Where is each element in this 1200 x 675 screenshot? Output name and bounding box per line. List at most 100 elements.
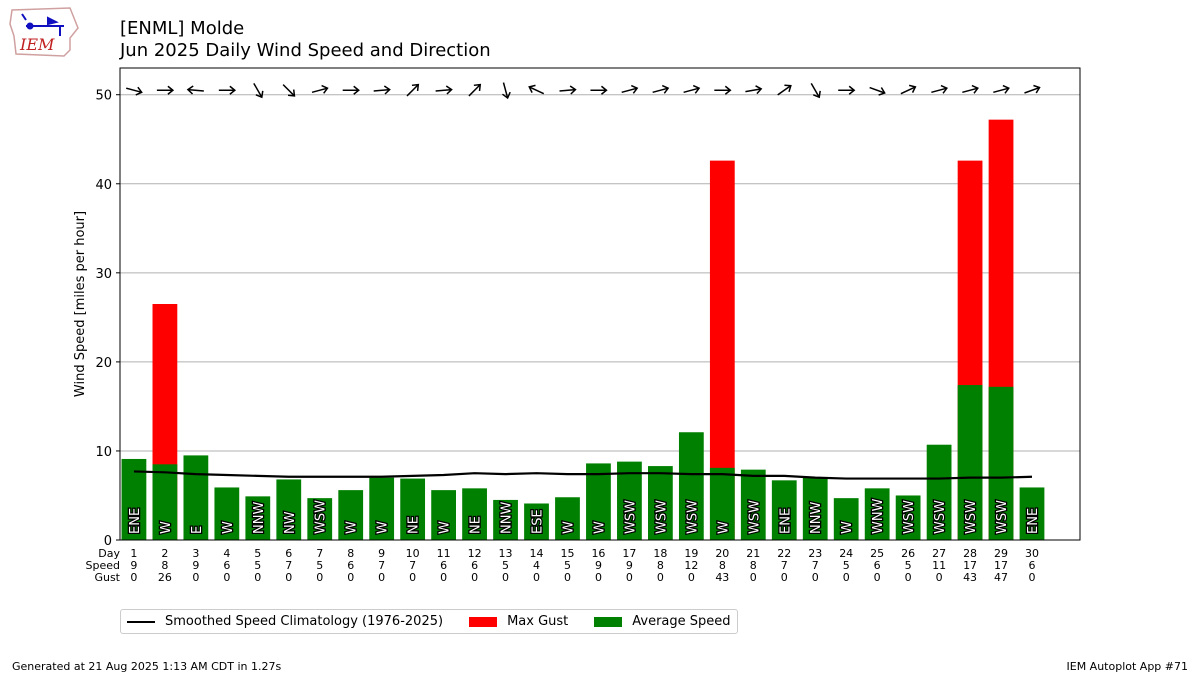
day-value: 23: [808, 547, 822, 560]
direction-label: NNW: [252, 502, 267, 534]
y-axis: 0 10 20 30 40 50: [95, 89, 120, 549]
day-value: 27: [932, 547, 946, 560]
gust-value: 0: [533, 571, 540, 584]
speed-value: 5: [254, 559, 261, 572]
day-value: 28: [963, 547, 977, 560]
speed-value: 17: [963, 559, 977, 572]
direction-label: WSW: [685, 500, 700, 534]
direction-label: WSW: [654, 500, 669, 534]
average-bar: [462, 488, 487, 540]
speed-value: 6: [347, 559, 354, 572]
wind-arrow-shaft: [993, 87, 1009, 94]
day-value: 16: [591, 547, 605, 560]
direction-label: ENE: [778, 508, 793, 534]
gust-value: 0: [595, 571, 602, 584]
speed-value: 6: [874, 559, 881, 572]
speed-value: 9: [595, 559, 602, 572]
gust-value: 0: [254, 571, 261, 584]
speed-value: 5: [564, 559, 571, 572]
gust-value: 43: [715, 571, 729, 584]
row-label: Day: [98, 547, 120, 560]
wind-arrow-shaft: [253, 82, 263, 98]
average-bar: [709, 467, 735, 540]
direction-label: ENE: [128, 508, 143, 534]
average-bar: [307, 498, 333, 540]
wind-arrow: [218, 85, 237, 95]
gust-value: 0: [471, 571, 478, 584]
logo-text: IEM: [19, 35, 55, 54]
average-bar: [524, 503, 549, 540]
average-bar: [864, 488, 890, 540]
wind-arrow-head: [1002, 84, 1010, 94]
speed-value: 9: [130, 559, 137, 572]
day-value: 6: [285, 547, 292, 560]
speed-value: 11: [932, 559, 946, 572]
wind-arrow: [652, 84, 670, 94]
wind-arrow-shaft: [652, 87, 669, 94]
direction-label: W: [345, 521, 360, 534]
gust-value: 26: [158, 571, 172, 584]
average-bar: [338, 490, 364, 540]
average-bar: [802, 477, 828, 540]
wind-arrow-head: [528, 84, 536, 93]
wind-arrow-head: [661, 84, 670, 94]
average-bar: [214, 487, 240, 540]
row-label: Speed: [86, 559, 120, 572]
average-bar: [771, 480, 797, 540]
wind-arrow-shaft: [126, 87, 142, 94]
wind-arrow: [714, 85, 732, 95]
wind-arrow-head: [229, 85, 237, 95]
wind-arrow: [683, 84, 701, 94]
day-value: 21: [746, 547, 760, 560]
speed-value: 6: [1029, 559, 1036, 572]
gust-value: 0: [812, 571, 819, 584]
day-value: 17: [622, 547, 636, 560]
gust-value: 0: [502, 571, 509, 584]
wind-arrow-shaft: [962, 87, 978, 94]
gust-value: 0: [285, 571, 292, 584]
app-credit: IEM Autoplot App #71: [1066, 660, 1189, 673]
day-value: 3: [192, 547, 199, 560]
climatology-swatch: [127, 620, 155, 623]
direction-label: ESE: [531, 509, 546, 534]
day-value: 1: [130, 547, 137, 560]
wind-arrow: [126, 86, 143, 96]
direction-label: WSW: [902, 500, 917, 534]
wind-arrow: [869, 86, 886, 96]
gust-value: 0: [409, 571, 416, 584]
wind-arrow: [373, 85, 391, 95]
direction-label: W: [592, 521, 607, 534]
speed-value: 7: [781, 559, 788, 572]
wind-arrow-shaft: [435, 88, 452, 92]
direction-label: W: [438, 521, 453, 534]
average-bar: [493, 499, 518, 540]
wind-arrow-head: [600, 85, 608, 95]
day-value: 7: [316, 547, 323, 560]
direction-label: W: [561, 521, 576, 534]
average-bar: [183, 455, 209, 540]
speed-value: 5: [843, 559, 850, 572]
wind-arrow-shaft: [406, 84, 419, 97]
legend-item-average: Average Speed: [594, 614, 731, 629]
average-bar: [400, 478, 426, 540]
y-tick-label: 40: [95, 178, 112, 193]
generated-timestamp: Generated at 21 Aug 2025 1:13 AM CDT in …: [12, 660, 282, 673]
wind-arrow-head: [569, 85, 577, 95]
wind-arrow-head: [630, 84, 639, 94]
speed-value: 6: [440, 559, 447, 572]
wind-arrow: [777, 84, 792, 96]
average-bar: [617, 461, 642, 540]
logo-state-outline: [9, 7, 79, 57]
wind-arrow-shaft: [282, 84, 295, 97]
wind-arrow-shaft: [559, 88, 576, 92]
day-value: 22: [777, 547, 791, 560]
wind-arrow-head: [784, 84, 792, 93]
wind-arrow-shaft: [528, 86, 545, 95]
gust-value: 0: [316, 571, 323, 584]
average-bar: [555, 497, 580, 540]
direction-label: E: [190, 526, 205, 534]
legend: Smoothed Speed Climatology (1976-2025) M…: [120, 609, 738, 634]
direction-label: W: [840, 521, 855, 534]
wind-arrow-head: [502, 91, 511, 100]
wind-arrow: [810, 82, 821, 99]
